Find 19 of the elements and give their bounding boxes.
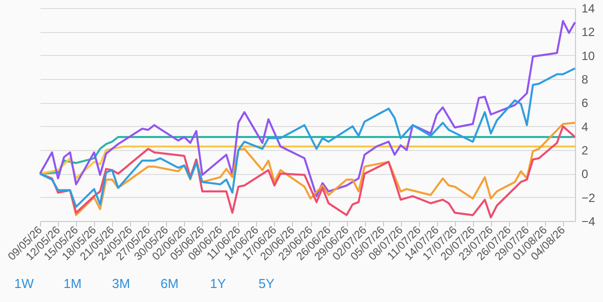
text: 3M: [112, 276, 130, 291]
y-tick-label: 12: [582, 25, 596, 40]
line-series: [39, 145, 576, 180]
text: 5Y: [258, 276, 275, 291]
line-series: [39, 67, 576, 208]
y-tick-label: 4: [582, 120, 588, 134]
text: 1W: [14, 276, 34, 291]
y-tick-label: 6: [582, 96, 588, 110]
text: 6M: [160, 276, 179, 291]
y-tick-label: −2: [582, 190, 596, 205]
text: 1Y: [210, 276, 226, 291]
y-tick-label: 2: [582, 144, 588, 158]
y-tick-label: 0: [582, 167, 588, 182]
y-tick-label: 14: [582, 2, 596, 16]
y-tick-label: 8: [582, 72, 588, 86]
line-series: [39, 20, 576, 198]
text: 1M: [63, 276, 82, 291]
y-tick-label: −4: [582, 214, 596, 228]
y-tick-label: 10: [582, 48, 596, 63]
